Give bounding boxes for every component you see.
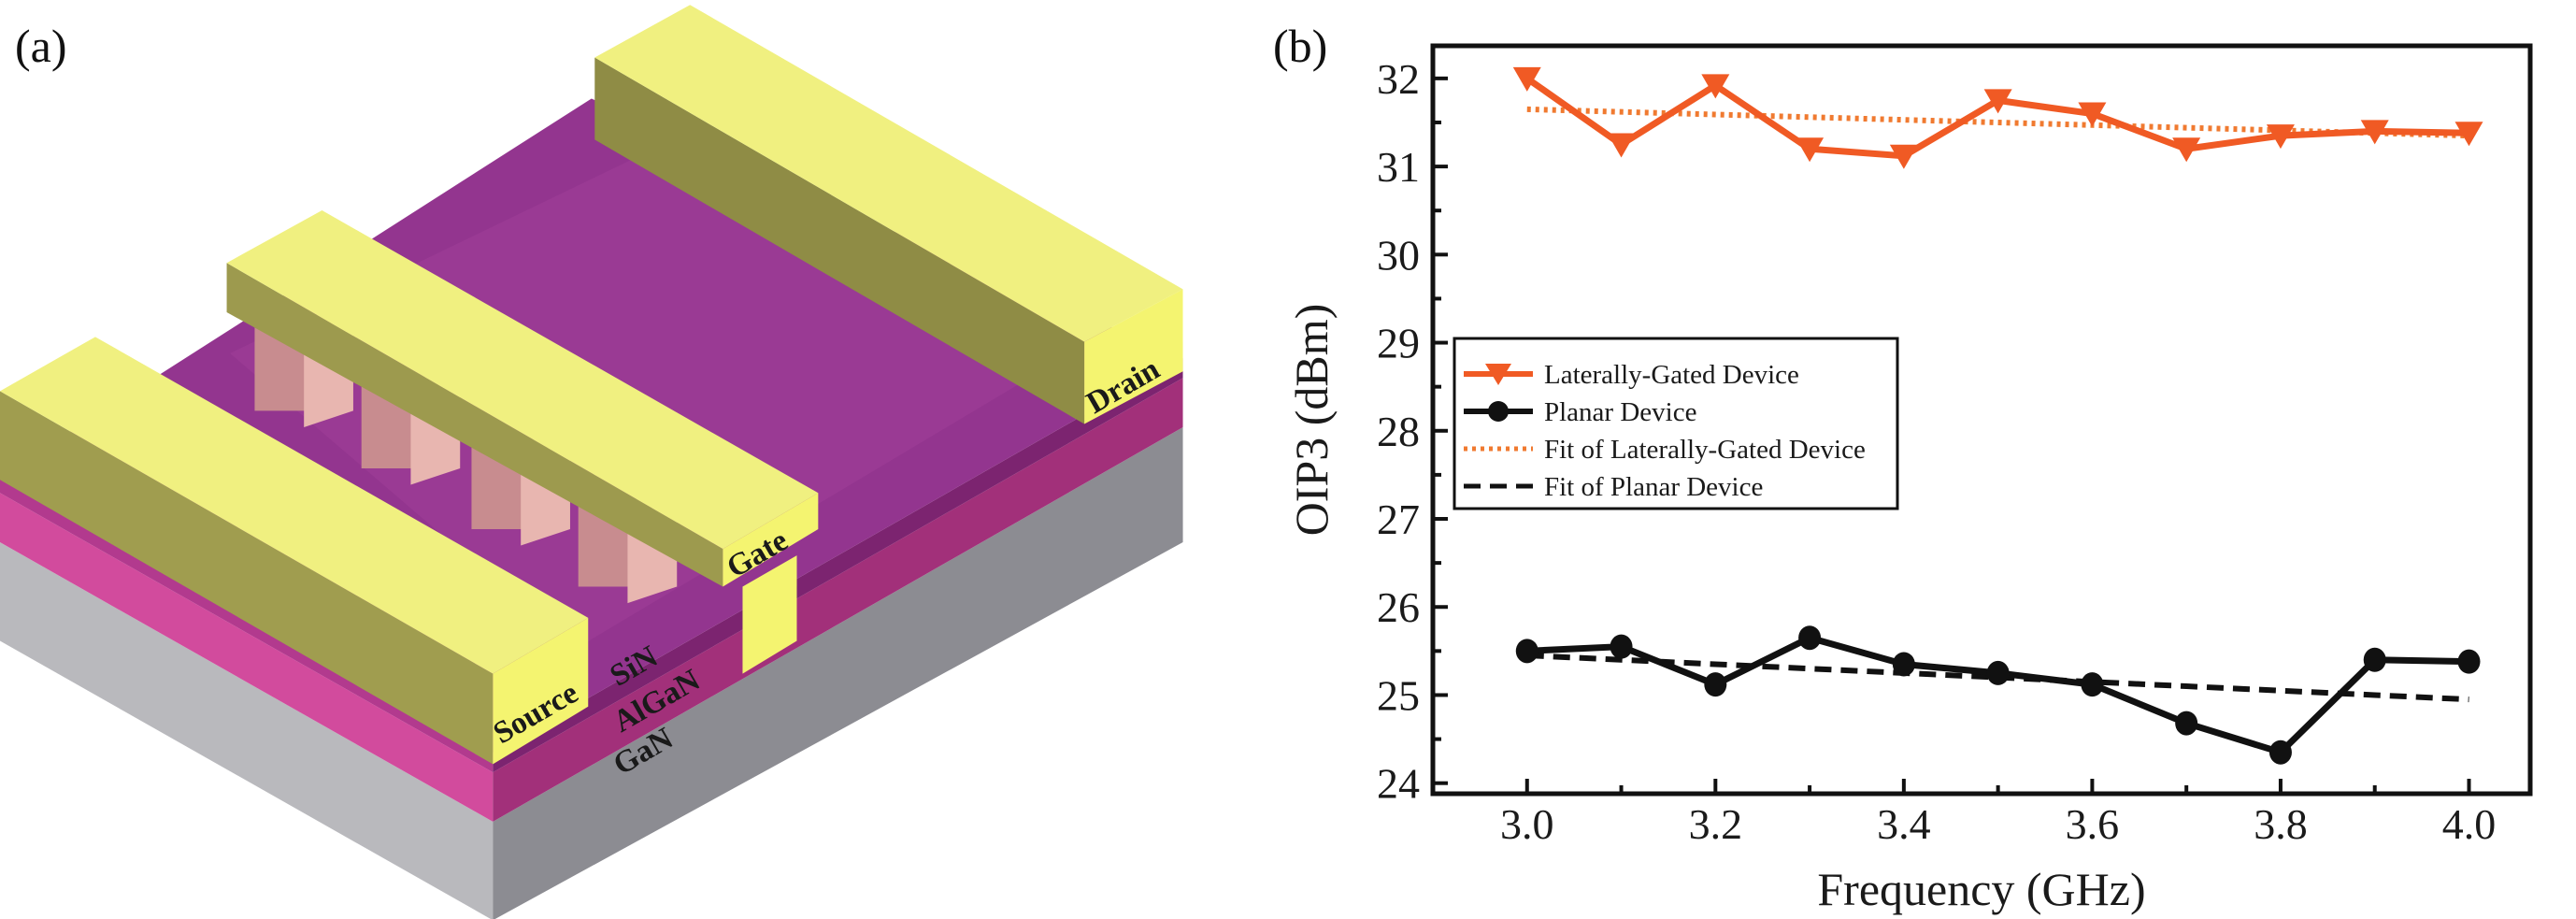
data-point bbox=[2454, 122, 2483, 147]
data-point bbox=[2081, 672, 2104, 697]
x-tick-label: 3.0 bbox=[1500, 800, 1554, 848]
gate-electrode bbox=[226, 209, 819, 674]
data-point bbox=[1892, 652, 1915, 677]
y-tick-label: 25 bbox=[1377, 671, 1420, 719]
legend-marker bbox=[1485, 364, 1511, 385]
series-line-3 bbox=[1526, 653, 2469, 703]
panel-b-label: (b) bbox=[1273, 20, 1328, 72]
drain-electrode bbox=[594, 5, 1183, 424]
data-point bbox=[2457, 649, 2481, 674]
data-point bbox=[1704, 672, 1727, 697]
legend-label: Fit of Planar Device bbox=[1544, 472, 1763, 502]
y-tick-label: 24 bbox=[1377, 760, 1420, 808]
data-point bbox=[1610, 634, 1633, 659]
y-tick-label: 26 bbox=[1377, 583, 1420, 631]
data-point bbox=[2266, 124, 2295, 150]
data-point bbox=[1607, 133, 1636, 158]
source-electrode bbox=[0, 337, 589, 765]
algan-left-face bbox=[0, 493, 494, 822]
data-point bbox=[2175, 711, 2198, 736]
data-point bbox=[1986, 660, 2010, 685]
series-line-1 bbox=[1526, 634, 2469, 756]
legend-label: Laterally-Gated Device bbox=[1544, 360, 1799, 390]
data-point bbox=[1983, 89, 2012, 114]
y-tick-label: 31 bbox=[1377, 143, 1420, 191]
legend-label: Fit of Laterally-Gated Device bbox=[1544, 435, 1866, 465]
data-point bbox=[1515, 639, 1538, 664]
data-point bbox=[2078, 102, 2107, 127]
series-line-0 bbox=[1524, 75, 2469, 160]
series-line-2 bbox=[1526, 106, 2469, 139]
algan-right-face bbox=[493, 378, 1183, 822]
data-point bbox=[1701, 74, 1730, 99]
y-tick-label: 32 bbox=[1377, 55, 1420, 103]
data-point bbox=[1798, 625, 1822, 651]
plot-frame bbox=[1430, 43, 2533, 797]
sin-right-face bbox=[493, 358, 1183, 773]
substrate-left-face bbox=[0, 542, 494, 919]
legend-label: Planar Device bbox=[1544, 397, 1696, 427]
data-point bbox=[2363, 647, 2386, 672]
x-tick-label: 3.4 bbox=[1877, 800, 1931, 848]
data-point bbox=[2268, 740, 2292, 765]
legend: Laterally-Gated Device Planar Device Fit o… bbox=[1453, 337, 1899, 510]
data-point bbox=[1889, 144, 1918, 169]
substrate-right-face bbox=[493, 427, 1183, 919]
device-diagram: Source Gate Drain SiN AlGaN GaN bbox=[0, 5, 1183, 919]
panel-a-label: (a) bbox=[15, 20, 67, 72]
data-point bbox=[1512, 66, 1541, 92]
y-tick-label: 28 bbox=[1377, 408, 1420, 455]
y-tick-label: 27 bbox=[1377, 495, 1420, 543]
x-tick-label: 4.0 bbox=[2442, 800, 2497, 848]
y-tick-label: 30 bbox=[1377, 231, 1420, 279]
y-tick-label: 29 bbox=[1377, 320, 1420, 367]
data-point bbox=[1796, 137, 1825, 163]
x-tick-label: 3.6 bbox=[2066, 800, 2120, 848]
data-point bbox=[2360, 120, 2389, 145]
y-axis-label: OIP3 (dBm) bbox=[1285, 304, 1338, 537]
legend-marker bbox=[1488, 401, 1509, 422]
data-point bbox=[2172, 137, 2201, 163]
x-tick-label: 3.8 bbox=[2254, 800, 2308, 848]
x-tick-label: 3.2 bbox=[1689, 800, 1743, 848]
x-axis-label: Frequency (GHz) bbox=[1817, 863, 2145, 915]
